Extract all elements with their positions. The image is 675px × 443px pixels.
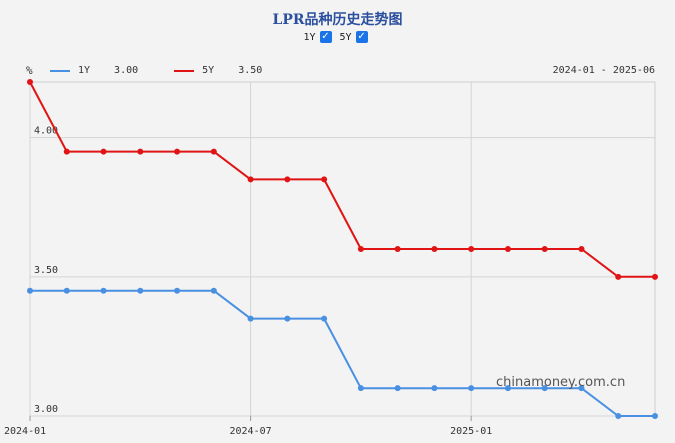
data-point-5y bbox=[431, 246, 438, 252]
legend-name-1y: 1Y bbox=[78, 65, 91, 76]
data-point-5y bbox=[394, 246, 401, 252]
series-line-5y bbox=[29, 81, 655, 278]
data-point-5y bbox=[63, 148, 70, 155]
chart-title: LPR品种历史走势图 bbox=[272, 12, 403, 28]
toggle-5y-label: 5Y bbox=[339, 31, 352, 43]
legend-swatch-1y bbox=[50, 69, 70, 72]
data-point-1y bbox=[357, 385, 364, 392]
data-point-5y bbox=[284, 176, 291, 183]
data-point-5y bbox=[578, 246, 585, 252]
data-point-1y bbox=[321, 315, 328, 322]
toggle-5y-checkbox[interactable]: ✓ bbox=[355, 31, 368, 43]
data-point-5y bbox=[174, 148, 181, 155]
toggle-1y-label: 1Y bbox=[303, 31, 316, 43]
y-tick-label: 3.00 bbox=[34, 404, 58, 415]
data-point-1y bbox=[578, 385, 585, 392]
x-tick-label: 2025-01 bbox=[450, 426, 492, 437]
data-point-5y bbox=[210, 148, 217, 155]
data-point-1y bbox=[394, 385, 401, 392]
data-point-5y bbox=[357, 246, 364, 252]
data-point-5y bbox=[247, 176, 254, 183]
data-point-1y bbox=[504, 385, 511, 392]
data-point-5y bbox=[615, 273, 622, 280]
data-point-5y bbox=[100, 148, 107, 155]
data-point-1y bbox=[468, 385, 475, 392]
data-point-1y bbox=[615, 413, 622, 419]
legend: 1Y 3.00 5Y 3.50 bbox=[50, 65, 298, 76]
x-tick-label: 2024-07 bbox=[230, 426, 272, 437]
data-point-1y bbox=[174, 287, 181, 294]
data-point-1y bbox=[100, 287, 107, 294]
data-point-5y bbox=[27, 79, 33, 85]
legend-item-5y[interactable]: 5Y 3.50 bbox=[174, 65, 262, 76]
legend-item-1y[interactable]: 1Y 3.00 bbox=[50, 65, 138, 76]
data-point-1y bbox=[247, 315, 254, 322]
data-point-1y bbox=[431, 385, 438, 392]
data-point-1y bbox=[63, 287, 70, 294]
data-point-1y bbox=[284, 315, 291, 322]
data-point-5y bbox=[137, 148, 144, 155]
data-point-5y bbox=[468, 246, 475, 252]
data-point-1y bbox=[541, 385, 548, 392]
y-tick-label: 3.50 bbox=[34, 265, 58, 276]
date-range: 2024-01 - 2025-06 bbox=[552, 65, 655, 76]
legend-value-5y: 3.50 bbox=[238, 65, 263, 76]
legend-name-5y: 5Y bbox=[202, 65, 215, 76]
data-point-1y bbox=[210, 287, 217, 294]
data-point-5y bbox=[504, 246, 511, 252]
watermark: chinamoney.com.cn bbox=[496, 375, 626, 390]
data-point-5y bbox=[321, 176, 328, 183]
series-toggles: 1Y ✓ 5Y ✓ bbox=[0, 31, 675, 43]
x-tick-label: 2024-01 bbox=[4, 426, 46, 437]
y-tick-label: 4.00 bbox=[34, 126, 58, 137]
toggle-1y-checkbox[interactable]: ✓ bbox=[319, 31, 332, 43]
data-point-1y bbox=[652, 413, 658, 419]
data-point-5y bbox=[652, 273, 658, 280]
legend-swatch-5y bbox=[174, 69, 195, 72]
data-point-1y bbox=[27, 287, 33, 294]
legend-value-1y: 3.00 bbox=[114, 65, 139, 76]
y-unit-label: % bbox=[26, 64, 33, 77]
data-point-5y bbox=[541, 246, 548, 252]
data-point-1y bbox=[137, 287, 144, 294]
series-line-1y bbox=[30, 289, 655, 417]
